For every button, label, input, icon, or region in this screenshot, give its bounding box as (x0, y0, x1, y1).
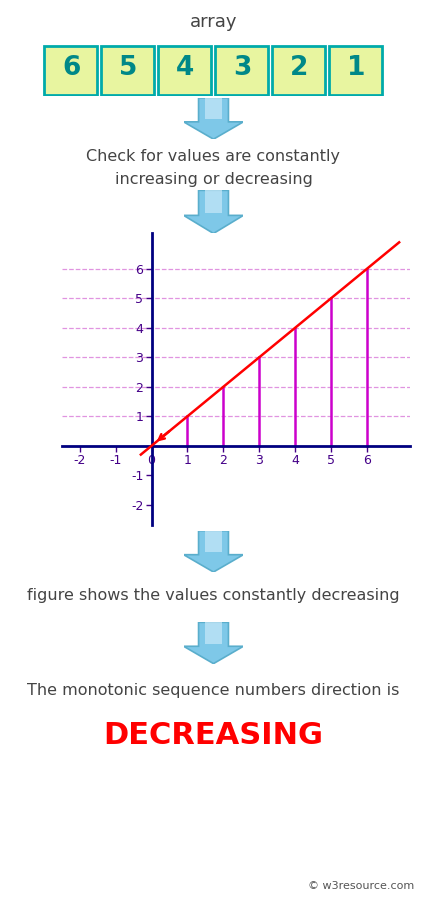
Text: 3: 3 (232, 56, 250, 82)
Polygon shape (183, 190, 243, 233)
Polygon shape (204, 531, 222, 552)
Text: DECREASING: DECREASING (103, 721, 323, 750)
Text: increasing or decreasing: increasing or decreasing (114, 172, 312, 187)
FancyBboxPatch shape (271, 46, 324, 94)
Text: 2: 2 (289, 56, 308, 82)
Text: 5: 5 (118, 56, 137, 82)
Text: The monotonic sequence numbers direction is: The monotonic sequence numbers direction… (27, 682, 399, 698)
FancyBboxPatch shape (158, 46, 211, 94)
FancyBboxPatch shape (101, 46, 154, 94)
Text: 1: 1 (346, 56, 364, 82)
FancyBboxPatch shape (44, 46, 97, 94)
Text: Check for values are constantly: Check for values are constantly (86, 149, 340, 164)
Text: figure shows the values constantly decreasing: figure shows the values constantly decre… (27, 588, 399, 603)
Text: array: array (189, 13, 237, 31)
Polygon shape (183, 622, 243, 664)
Polygon shape (204, 98, 222, 119)
Text: © w3resource.com: © w3resource.com (307, 881, 413, 891)
Text: 6: 6 (62, 56, 80, 82)
Polygon shape (204, 190, 222, 213)
Polygon shape (183, 531, 243, 572)
Polygon shape (183, 98, 243, 139)
Polygon shape (204, 622, 222, 644)
Text: 4: 4 (176, 56, 194, 82)
FancyBboxPatch shape (328, 46, 381, 94)
FancyBboxPatch shape (215, 46, 268, 94)
